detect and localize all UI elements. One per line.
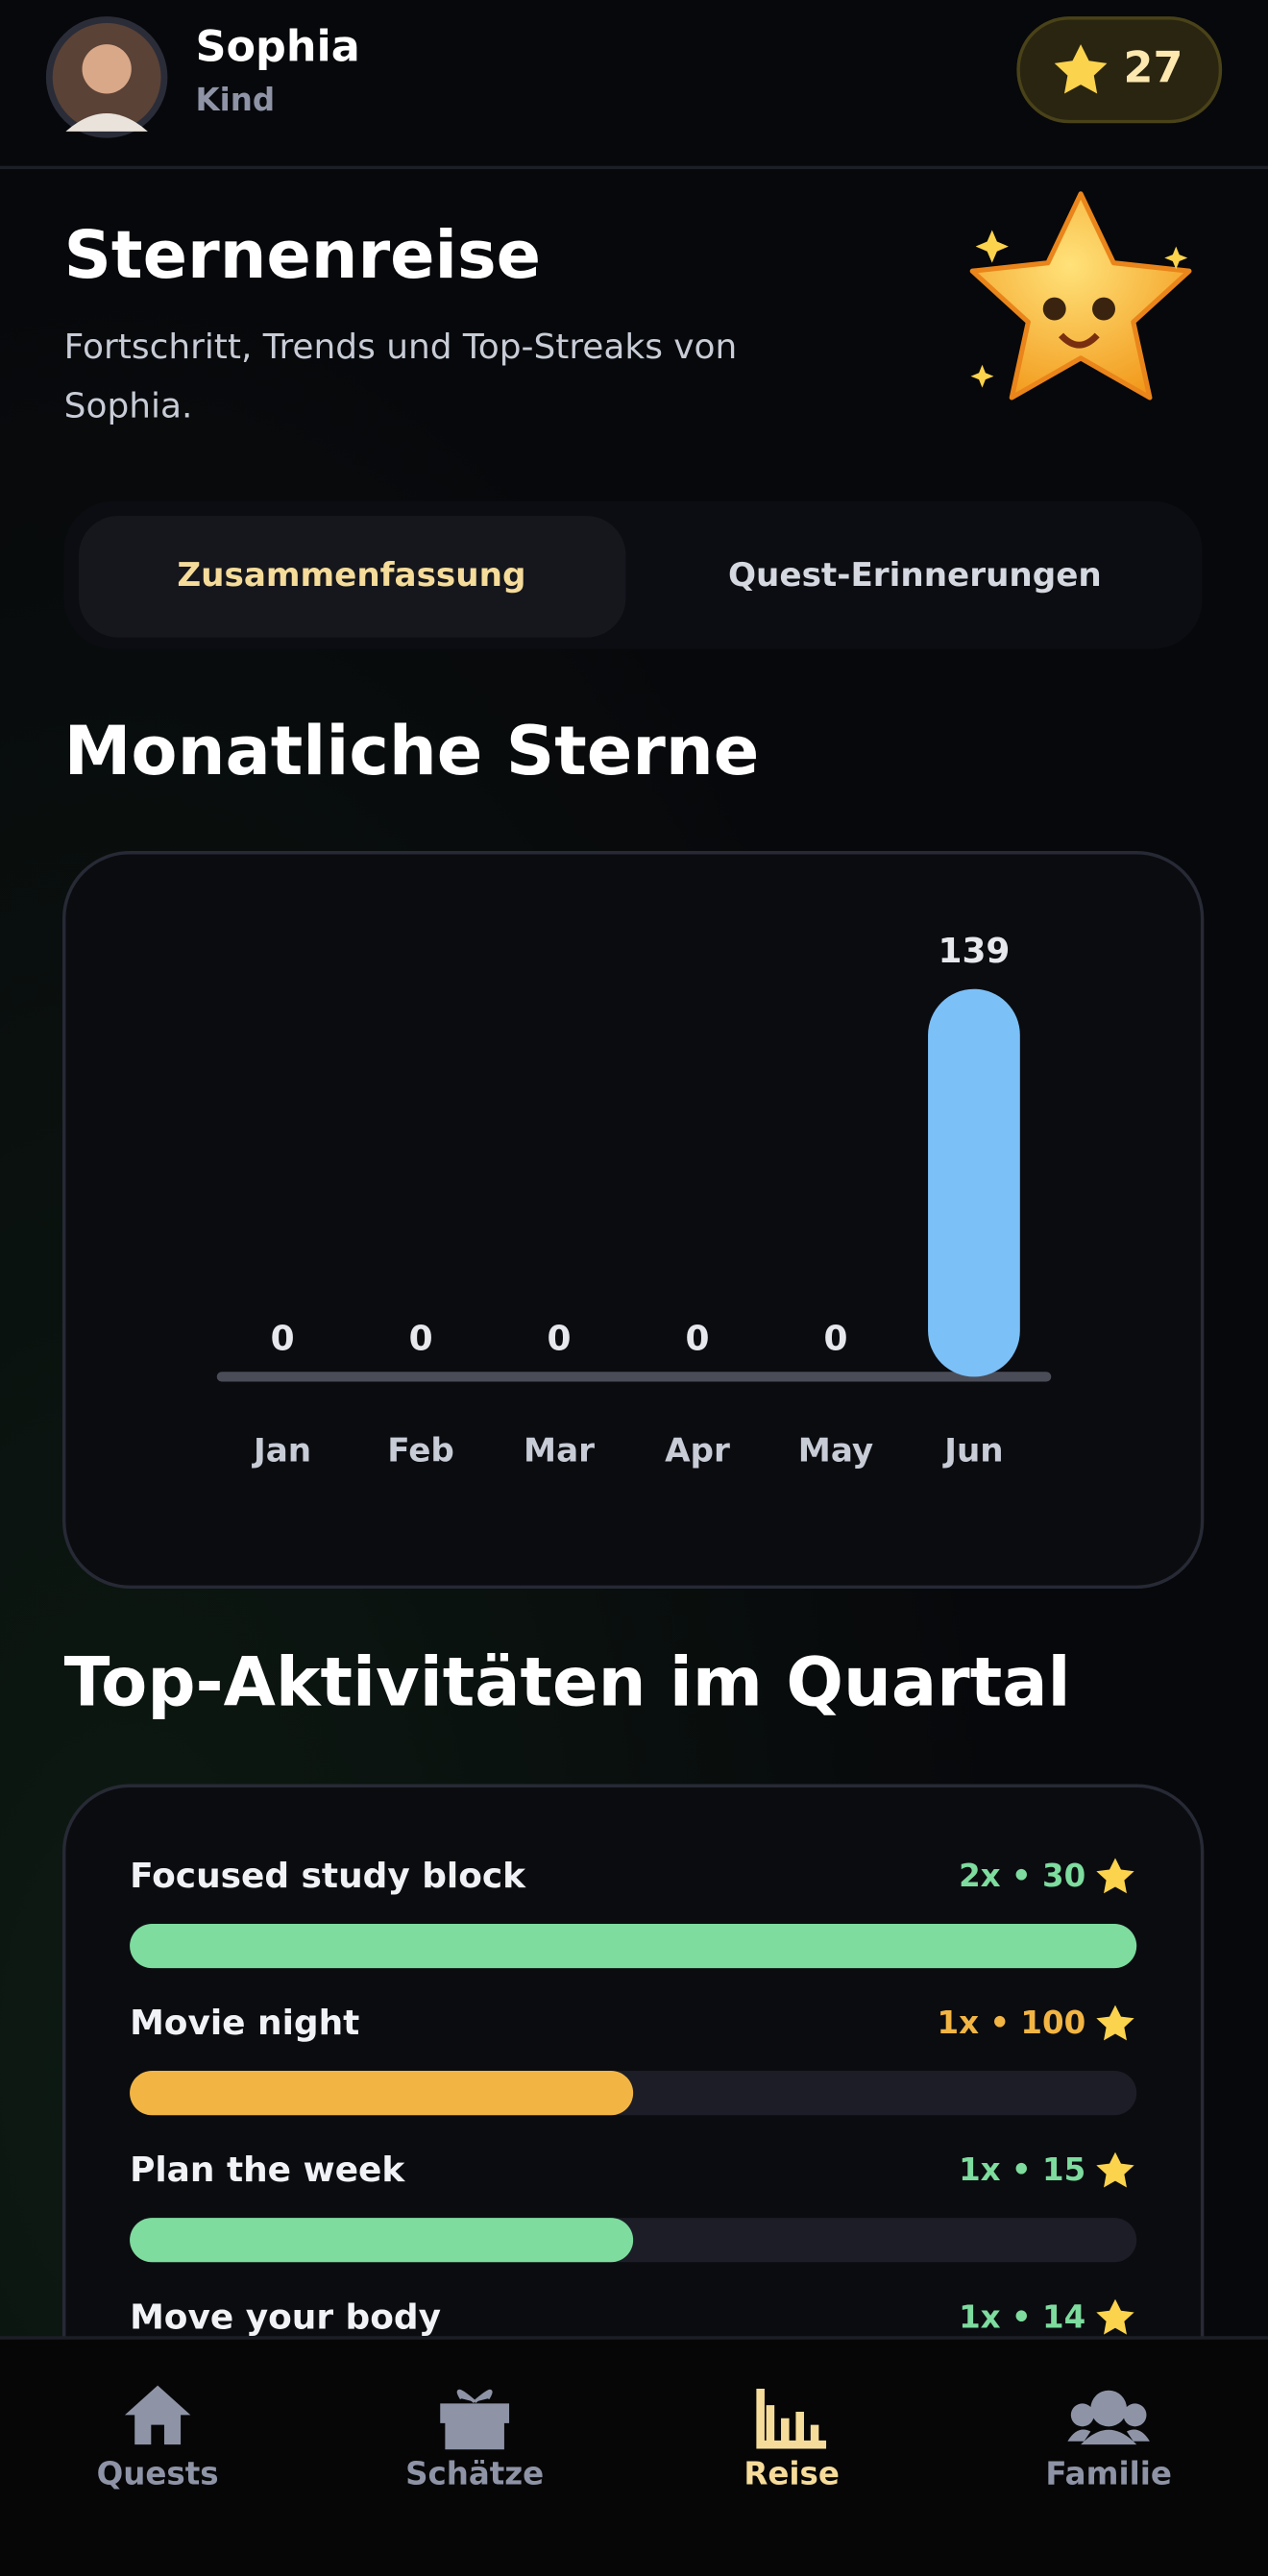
activity-stats: 2x • 30 — [959, 1858, 1085, 1894]
activity-name: Movie night — [130, 2004, 359, 2043]
activity-stats: 1x • 14 — [959, 2298, 1085, 2335]
section-title: Monatliche Sterne — [64, 712, 760, 790]
activity-stats: 1x • 100 — [937, 2005, 1085, 2041]
x-tick-label: Apr — [665, 1432, 730, 1470]
chart: 0 Jan 0 Feb 0 Mar 0 Apr 0 May 139 Jun — [252, 932, 1020, 1470]
value-label: 0 — [686, 1320, 710, 1359]
star-icon — [1054, 44, 1108, 94]
nav-label[interactable]: Familie — [1045, 2456, 1171, 2492]
value-label: 0 — [823, 1320, 847, 1359]
activity-name: Focused study block — [130, 1857, 526, 1896]
progress-bar — [130, 1923, 1137, 1969]
activity-list: Focused study block 2x • 30 Movie night 1x … — [130, 1857, 1137, 2337]
bar — [928, 988, 1020, 1377]
sparkles — [970, 230, 1188, 388]
activity-name: Plan the week — [130, 2151, 405, 2190]
star-icon — [1096, 2298, 1134, 2335]
star-icon — [1096, 2151, 1134, 2188]
mascot-mouth — [1059, 332, 1100, 349]
nav-label[interactable]: Schätze — [405, 2456, 544, 2492]
value-label: 139 — [938, 932, 1010, 971]
user-role: Kind — [195, 82, 275, 118]
star-icon — [1096, 1858, 1134, 1894]
progress-bar — [130, 2218, 634, 2263]
nav-icon-gift — [440, 2389, 510, 2450]
nav-bg — [0, 2337, 1268, 2576]
value-label: 0 — [548, 1320, 572, 1359]
nav-label[interactable]: Reise — [744, 2456, 840, 2492]
subtitle-box: Fortschritt, Trends und Top-Streaks von … — [63, 327, 738, 426]
bottom-nav: Quests Schätze Reise Familie — [0, 2336, 1268, 2576]
x-tick-label: Jan — [252, 1432, 311, 1470]
nav-icon-family — [1067, 2390, 1150, 2445]
mascot-eye — [1042, 297, 1066, 321]
activity-stats: 1x • 15 — [959, 2151, 1085, 2188]
star-balance[interactable] — [1016, 16, 1223, 124]
progress-bar — [130, 2071, 634, 2116]
avatar-face — [82, 44, 132, 94]
tab-active[interactable] — [79, 516, 626, 638]
x-tick-label: Mar — [524, 1432, 595, 1470]
x-tick-label: May — [798, 1432, 873, 1470]
section-title: Top-Aktivitäten im Quartal — [64, 1643, 1071, 1722]
user-name: Sophia — [195, 22, 359, 71]
nav-label[interactable]: Quests — [97, 2456, 219, 2492]
star-count: 27 — [1124, 44, 1183, 93]
tab-label[interactable]: Quest-Erinnerungen — [728, 556, 1102, 595]
header: Sophia Kind 27 — [0, 16, 1268, 170]
mascot-star — [969, 191, 1192, 401]
nav-labels: Quests Schätze Reise Familie — [97, 2456, 1172, 2492]
nav-icon-home — [124, 2385, 191, 2445]
x-tick-label: Jun — [942, 1432, 1003, 1470]
star-icon — [1096, 2005, 1134, 2041]
page-title: Sternenreise — [64, 218, 541, 294]
tab-label[interactable]: Zusammenfassung — [177, 556, 525, 595]
value-label: 0 — [409, 1320, 433, 1359]
mascot — [969, 191, 1192, 401]
nav-icon-chart — [756, 2389, 827, 2449]
x-tick-label: Feb — [387, 1432, 454, 1470]
mascot-eye — [1092, 297, 1115, 321]
activity-name: Move your body — [130, 2297, 441, 2337]
chart-card — [61, 851, 1205, 1590]
value-label: 0 — [271, 1320, 295, 1359]
page-subtitle: Fortschritt, Trends und Top-Streaks von … — [63, 327, 738, 426]
avatar-body — [65, 113, 148, 132]
